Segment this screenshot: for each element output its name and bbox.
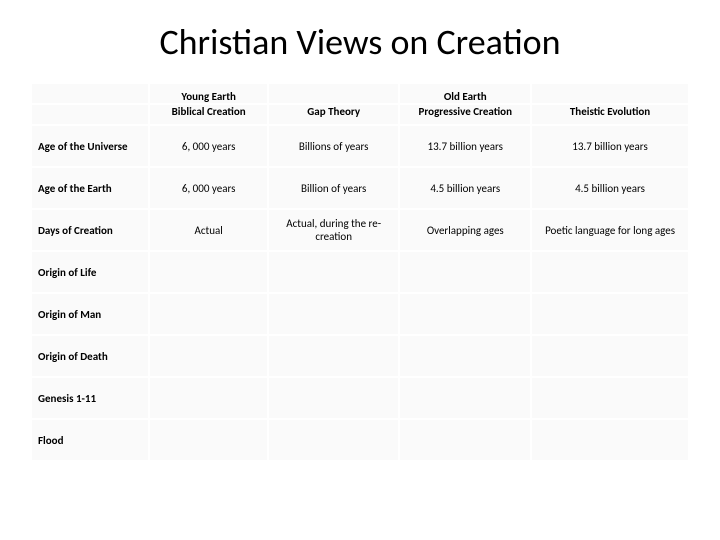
super-header-gap-blank [268, 83, 400, 104]
row-label: Flood [31, 419, 149, 461]
cell [268, 251, 400, 293]
cell [149, 419, 267, 461]
super-header-young: Young Earth [149, 83, 267, 104]
cell [268, 377, 400, 419]
cell [399, 335, 531, 377]
table-body: Age of the Universe 6, 000 years Billion… [31, 125, 689, 461]
cell [268, 335, 400, 377]
cell [399, 251, 531, 293]
cell: Overlapping ages [399, 209, 531, 251]
col-theistic: Theistic Evolution [531, 104, 689, 125]
col-0 [31, 104, 149, 125]
cell [399, 419, 531, 461]
cell: Actual, during the re-creation [268, 209, 400, 251]
cell [399, 377, 531, 419]
row-label: Age of the Universe [31, 125, 149, 167]
row-label: Genesis 1-11 [31, 377, 149, 419]
cell [399, 293, 531, 335]
cell [531, 335, 689, 377]
super-header-theistic-blank [531, 83, 689, 104]
row-label: Origin of Man [31, 293, 149, 335]
cell: 4.5 billion years [399, 167, 531, 209]
table-row: Origin of Life [31, 251, 689, 293]
table-row: Origin of Death [31, 335, 689, 377]
column-header-row: Biblical Creation Gap Theory Progressive… [31, 104, 689, 125]
table-row: Genesis 1-11 [31, 377, 689, 419]
col-biblical: Biblical Creation [149, 104, 267, 125]
cell: Billion of years [268, 167, 400, 209]
cell: 13.7 billion years [531, 125, 689, 167]
page-title: Christian Views on Creation [30, 20, 690, 64]
table-row: Age of the Universe 6, 000 years Billion… [31, 125, 689, 167]
table-row: Origin of Man [31, 293, 689, 335]
super-header-old: Old Earth [399, 83, 531, 104]
col-gap: Gap Theory [268, 104, 400, 125]
cell: Actual [149, 209, 267, 251]
cell: 4.5 billion years [531, 167, 689, 209]
cell [531, 419, 689, 461]
row-label: Age of the Earth [31, 167, 149, 209]
cell: 13.7 billion years [399, 125, 531, 167]
col-progressive: Progressive Creation [399, 104, 531, 125]
cell [268, 419, 400, 461]
row-label: Days of Creation [31, 209, 149, 251]
corner-cell [31, 83, 149, 104]
table-row: Age of the Earth 6, 000 years Billion of… [31, 167, 689, 209]
super-header-row: Young Earth Old Earth [31, 83, 689, 104]
cell: 6, 000 years [149, 125, 267, 167]
cell [149, 377, 267, 419]
cell: 6, 000 years [149, 167, 267, 209]
cell [268, 293, 400, 335]
cell [531, 293, 689, 335]
row-label: Origin of Death [31, 335, 149, 377]
cell: Poetic language for long ages [531, 209, 689, 251]
cell [149, 335, 267, 377]
table-row: Flood [31, 419, 689, 461]
row-label: Origin of Life [31, 251, 149, 293]
cell: Billions of years [268, 125, 400, 167]
cell [149, 251, 267, 293]
cell [531, 377, 689, 419]
cell [149, 293, 267, 335]
creation-views-table: Young Earth Old Earth Biblical Creation … [30, 82, 690, 462]
cell [531, 251, 689, 293]
table-row: Days of Creation Actual Actual, during t… [31, 209, 689, 251]
